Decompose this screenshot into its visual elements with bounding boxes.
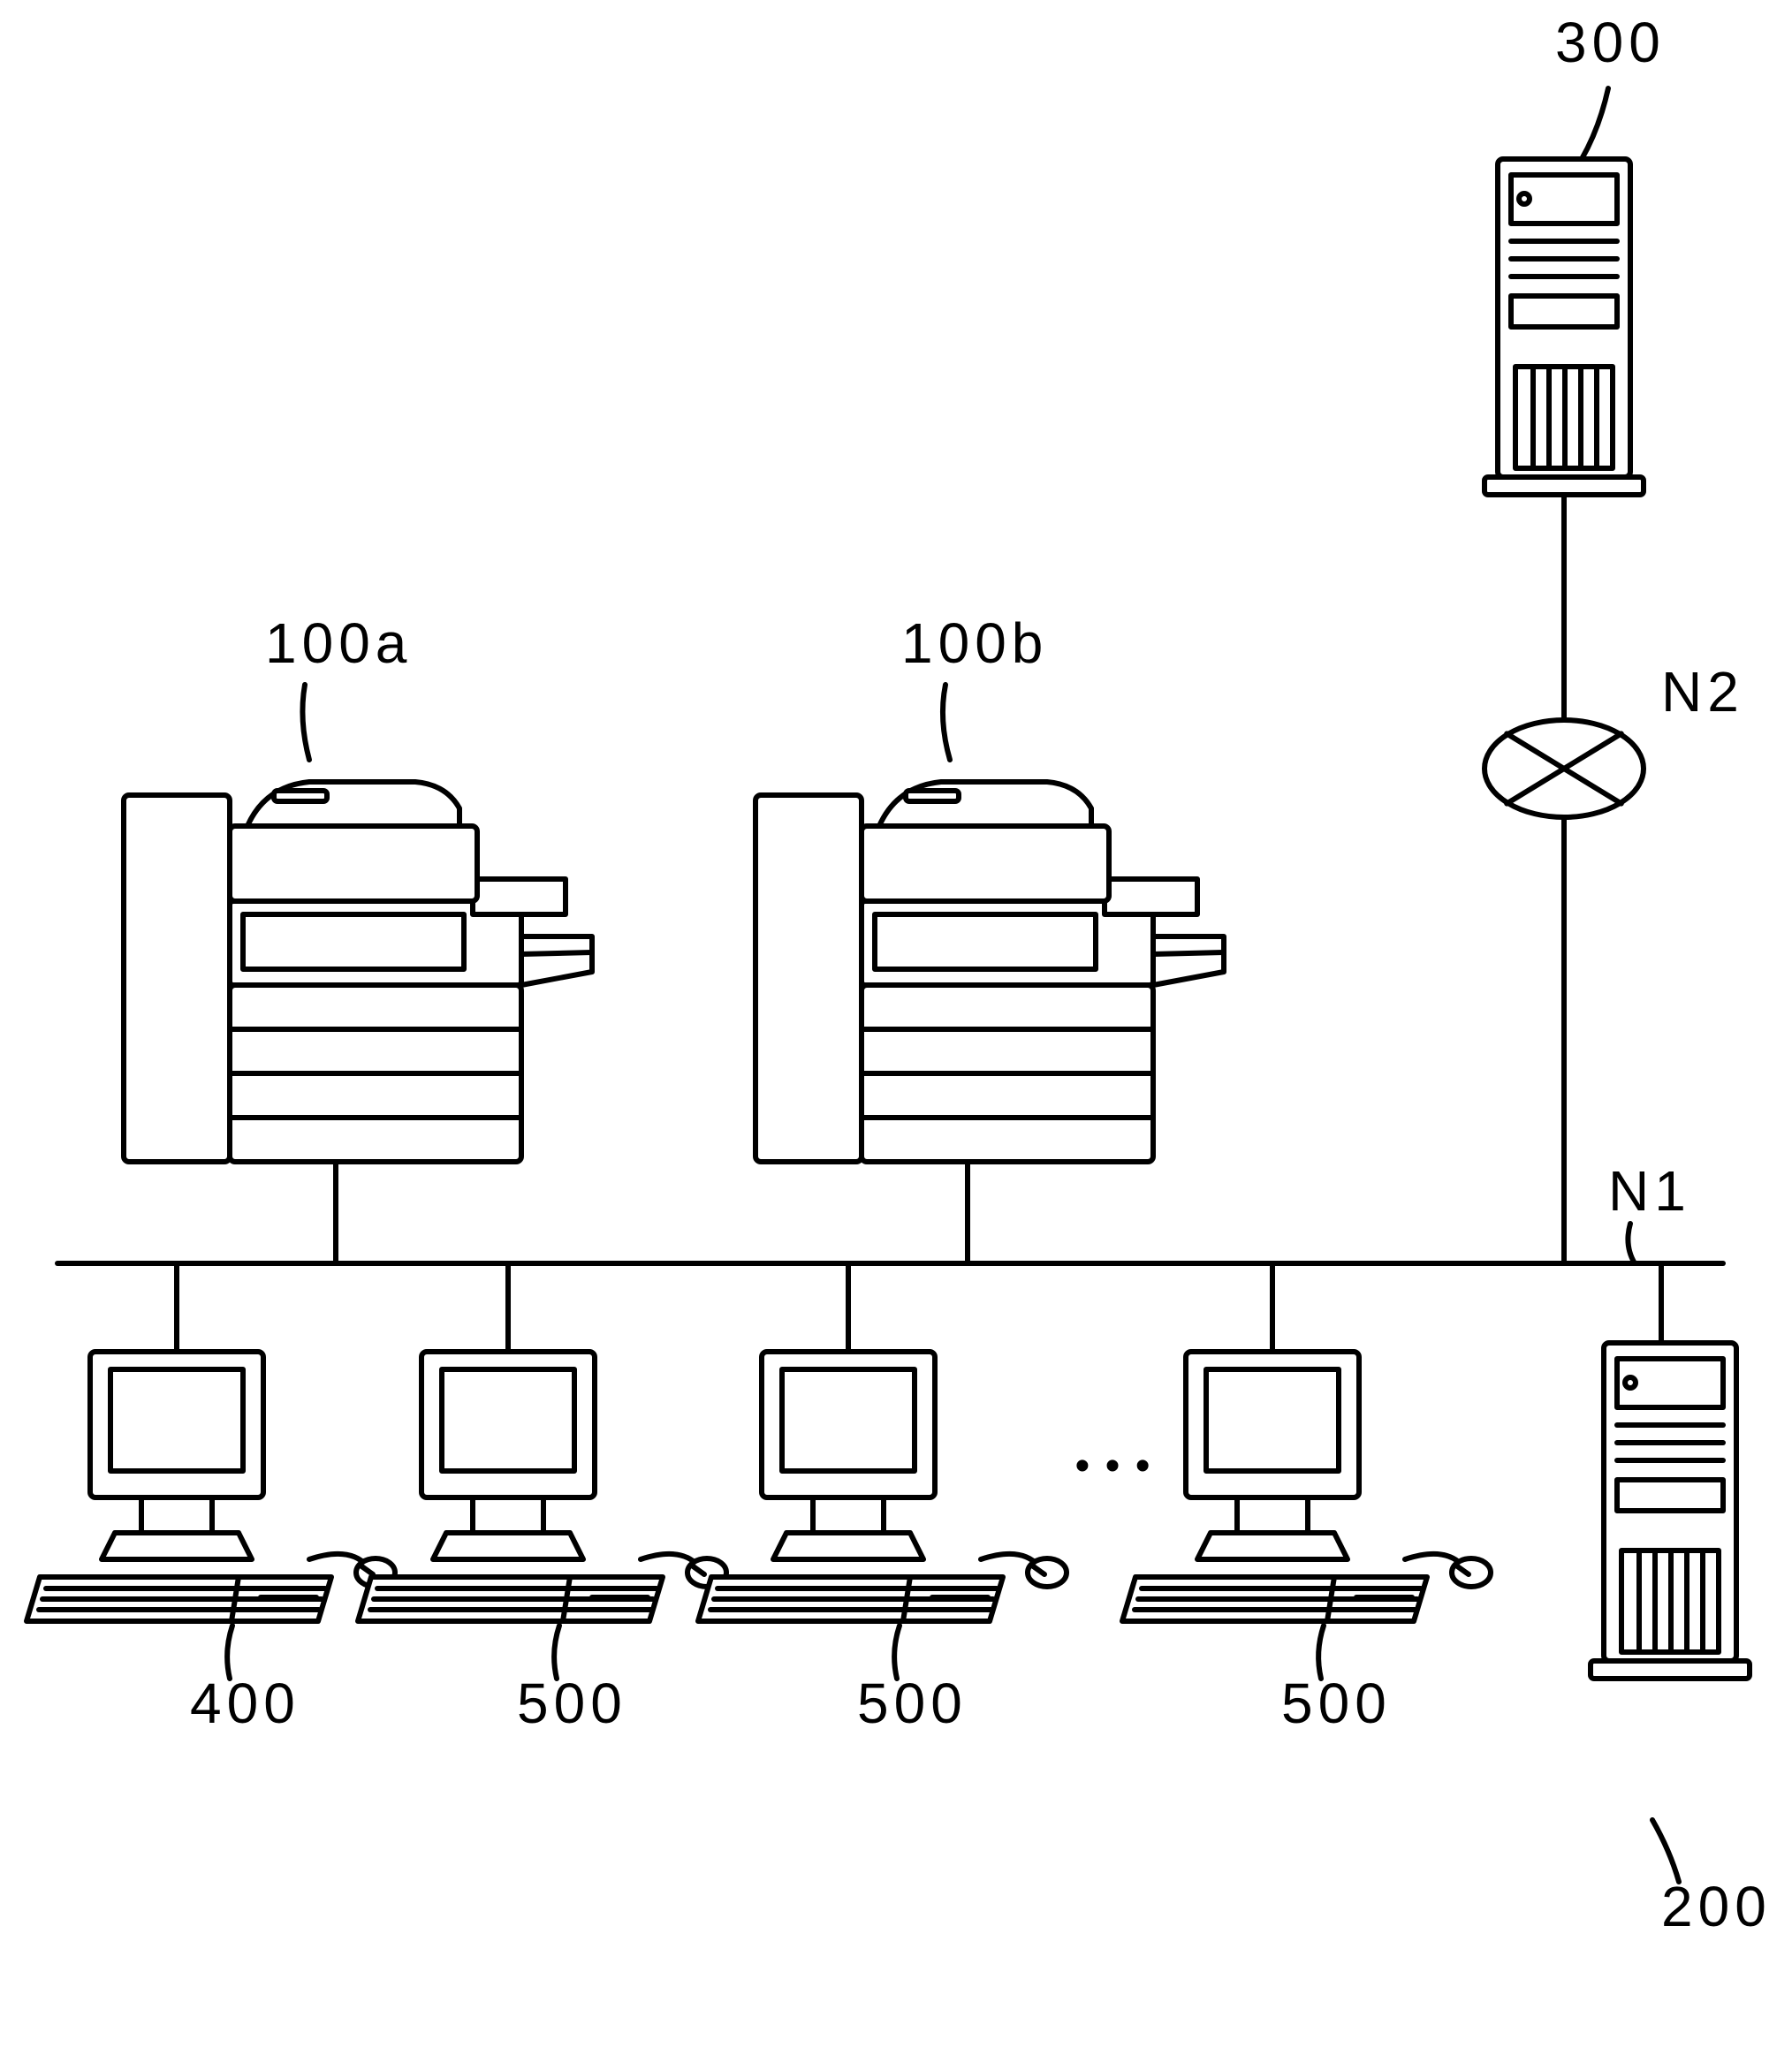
server-300 [1484, 159, 1644, 495]
server-200 [1591, 1343, 1750, 1679]
ellipsis: • • • [1074, 1443, 1151, 1490]
pc-500-1 [358, 1352, 726, 1621]
pc-500-2 [698, 1352, 1067, 1621]
label-500-1: 500 [517, 1672, 627, 1735]
label-n1: N1 [1608, 1159, 1691, 1223]
pc-500-3 [1122, 1352, 1491, 1621]
copier-100a [124, 782, 592, 1162]
label-400: 400 [190, 1672, 300, 1735]
label-n2: N2 [1661, 660, 1744, 724]
label-100a: 100a [265, 611, 412, 675]
label-500-2: 500 [857, 1672, 968, 1735]
pc-400 [27, 1352, 395, 1621]
label-200: 200 [1661, 1875, 1772, 1938]
label-300: 300 [1555, 11, 1666, 74]
label-100b: 100b [901, 611, 1048, 675]
network-diagram: N2 300 200 100a 100b N1 400 500 500 500 • • • [0, 0, 1792, 2047]
copier-100b [756, 782, 1224, 1162]
label-500-3: 500 [1281, 1672, 1392, 1735]
